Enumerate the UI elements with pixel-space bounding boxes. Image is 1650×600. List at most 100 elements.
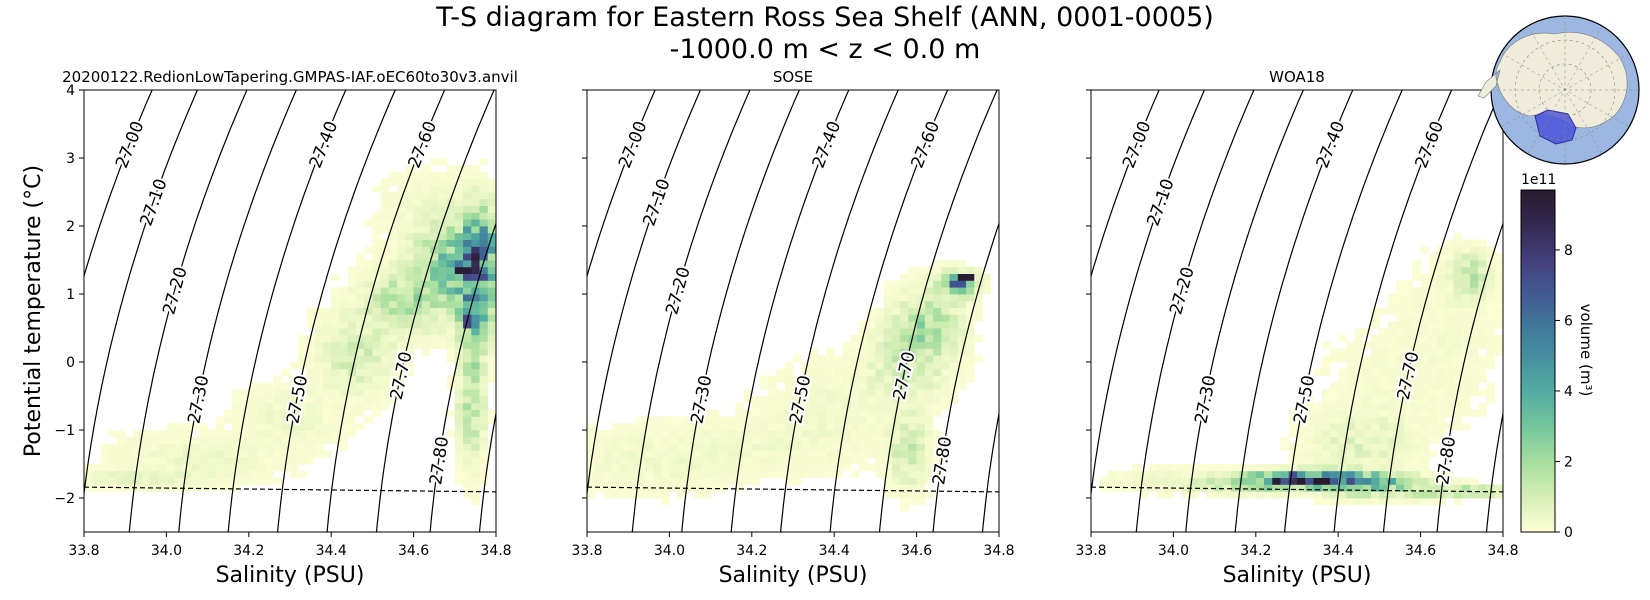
heatmap-cell (1437, 389, 1446, 397)
heatmap-cell (966, 341, 975, 349)
heatmap-cell (248, 396, 258, 404)
heatmap-cell (1346, 396, 1356, 404)
heatmap-cell (314, 314, 324, 322)
heatmap-cell (1470, 334, 1479, 342)
heatmap-cell (883, 375, 893, 383)
heatmap-cell (1437, 368, 1446, 376)
heatmap-cell (471, 341, 480, 349)
heatmap-cell (1445, 443, 1454, 451)
heatmap-cell (850, 341, 860, 349)
heatmap-cell (240, 389, 250, 397)
heatmap-cell (438, 226, 447, 234)
heatmap-cell (446, 341, 456, 349)
heatmap-cell (858, 355, 868, 363)
heatmap-cell (867, 368, 876, 376)
heatmap-cell (825, 470, 835, 478)
heatmap-cell (875, 307, 885, 315)
contour-label: 27.20 (662, 265, 694, 317)
isopycnal-27.10 (84, 90, 198, 499)
isopycnal-27.50 (1284, 90, 1403, 532)
heatmap-cell (380, 314, 390, 322)
heatmap-cell (1404, 443, 1413, 451)
heatmap-cell (347, 294, 357, 302)
heatmap-cell (1346, 341, 1356, 349)
heatmap-cell (290, 470, 299, 478)
heatmap-cell (883, 321, 893, 329)
heatmap-cell (644, 450, 654, 458)
heatmap-cell (257, 443, 266, 451)
heatmap-cell (933, 457, 942, 465)
heatmap-cell (858, 375, 868, 383)
heatmap-cell (760, 443, 769, 451)
heatmap-cell (322, 355, 332, 363)
heatmap-cell (355, 396, 365, 404)
heatmap-cell (273, 464, 283, 472)
heatmap-cell (339, 307, 349, 315)
heatmap-cell (405, 178, 414, 186)
heatmap-cell (727, 443, 736, 451)
heatmap-cell (1181, 470, 1191, 478)
heatmap-cell (487, 178, 496, 186)
heatmap-cell (891, 402, 901, 410)
heatmap-cell (347, 287, 357, 295)
heatmap-cell (1321, 484, 1331, 492)
heatmap-cell (215, 484, 225, 492)
heatmap-cell (867, 355, 876, 363)
heatmap-cell (405, 205, 414, 213)
heatmap-cell (1354, 457, 1364, 465)
heatmap-cell (1412, 484, 1421, 492)
heatmap-cell (867, 423, 876, 431)
heatmap-cell (644, 436, 654, 444)
heatmap-cell (133, 477, 143, 485)
heatmap-cell (430, 321, 439, 329)
heatmap-cell (405, 314, 414, 322)
heatmap-cell (768, 423, 777, 431)
heatmap-cell (364, 314, 373, 322)
heatmap-cell (1297, 457, 1306, 465)
heatmap-cell (306, 355, 316, 363)
heatmap-cell (298, 362, 307, 370)
heatmap-cell (702, 491, 711, 499)
heatmap-cell (1338, 402, 1347, 410)
heatmap-cell (421, 294, 431, 302)
heatmap-cell (702, 464, 711, 472)
heatmap-cell (817, 443, 827, 451)
heatmap-cell (1206, 470, 1215, 478)
heatmap-cell (372, 341, 382, 349)
heatmap-cell (355, 368, 365, 376)
heatmap-cell (273, 396, 283, 404)
heatmap-cell (916, 389, 926, 397)
heatmap-cell (776, 430, 786, 438)
isopycnal-27.20 (1135, 90, 1255, 532)
heatmap-cell (215, 430, 225, 438)
heatmap-cell (834, 470, 843, 478)
heatmap-cell (397, 171, 406, 179)
heatmap-cell (1412, 362, 1421, 370)
heatmap-cell (314, 368, 324, 376)
heatmap-cell (339, 423, 349, 431)
heatmap-cell (463, 355, 472, 363)
heatmap-cell (957, 314, 967, 322)
freezing-line (586, 486, 1000, 493)
heatmap-cell (858, 430, 868, 438)
heatmap-cell (1362, 409, 1372, 417)
heatmap-cell (479, 457, 489, 465)
heatmap-cell (1173, 477, 1183, 485)
heatmap-cell (768, 416, 777, 424)
heatmap-cell (1297, 464, 1306, 472)
heatmap-cell (454, 368, 464, 376)
y-tick-label: 2 (66, 219, 75, 235)
heatmap-cell (924, 436, 934, 444)
heatmap-cell (1412, 409, 1421, 417)
heatmap-cell (1437, 382, 1446, 390)
heatmap-cell (298, 389, 307, 397)
heatmap-cell (900, 389, 909, 397)
heatmap-cell (454, 273, 464, 281)
heatmap-cell (174, 436, 184, 444)
heatmap-cell (850, 389, 860, 397)
heatmap-cell (891, 470, 901, 478)
heatmap-cell (1346, 491, 1356, 499)
heatmap-cell (677, 464, 687, 472)
heatmap-cell (355, 287, 365, 295)
heatmap-cell (446, 232, 456, 240)
